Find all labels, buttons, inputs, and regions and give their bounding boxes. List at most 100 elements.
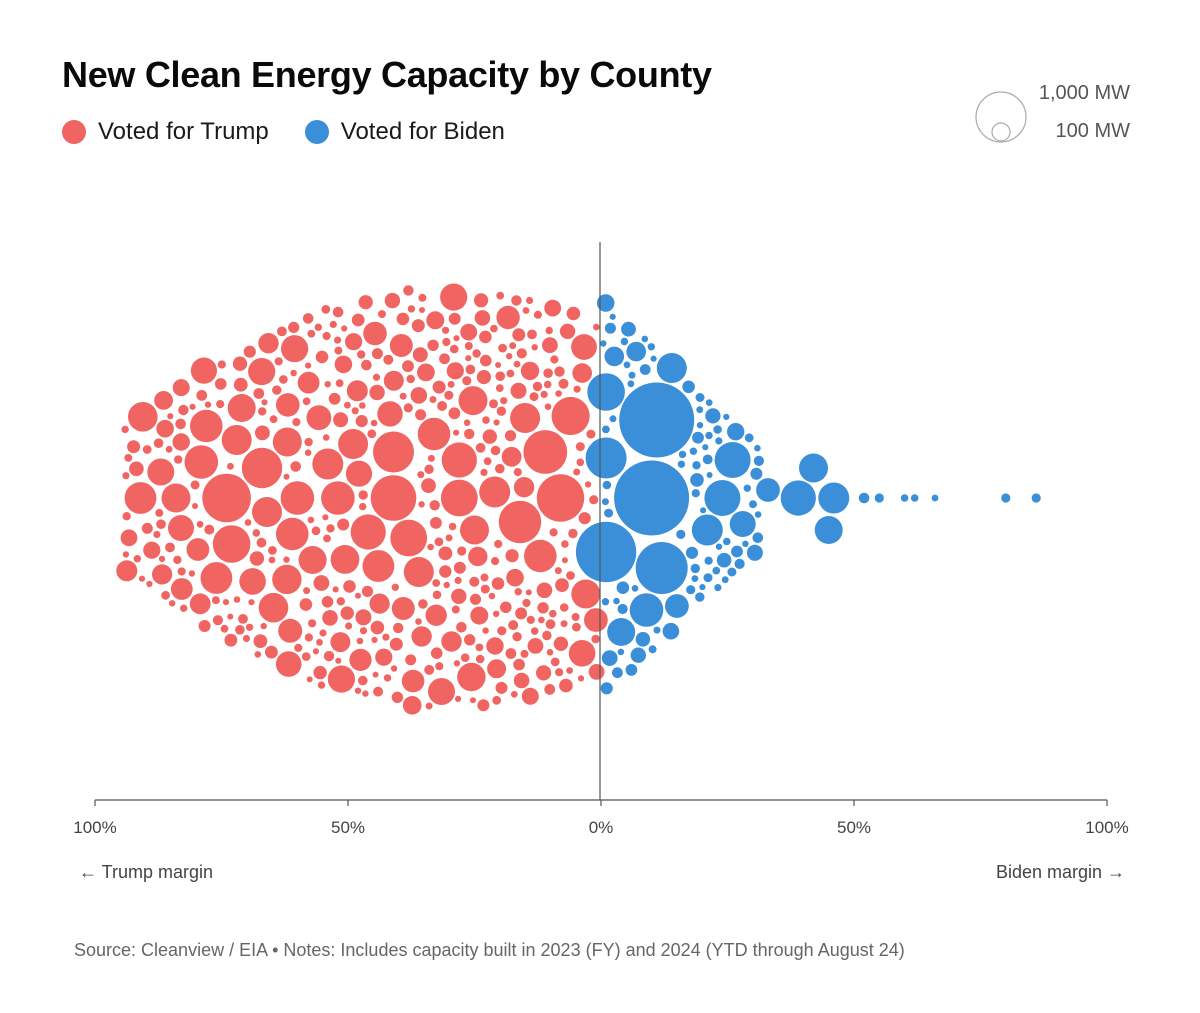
trump-county-bubble [335,657,342,664]
trump-county-bubble [367,429,377,439]
trump-county-bubble [527,638,544,654]
trump-county-bubble [508,620,519,631]
biden-county-bubble [702,444,709,451]
trump-county-bubble [549,528,558,537]
trump-county-bubble [258,333,279,354]
trump-county-bubble [513,477,535,498]
trump-county-bubble [465,364,476,375]
trump-county-bubble [272,427,302,457]
biden-county-bubble [616,581,630,594]
trump-county-bubble [494,539,503,549]
trump-county-bubble [349,648,372,672]
trump-county-bubble [496,291,505,300]
biden-county-bubble [686,585,696,595]
trump-county-bubble [315,350,329,364]
trump-county-bubble [488,592,496,600]
size-key-circles [975,91,1027,143]
trump-county-bubble [324,381,331,388]
trump-county-bubble [497,626,507,636]
trump-county-bubble [429,500,440,511]
trump-county-bubble [316,638,323,646]
trump-county-bubble [142,445,152,454]
trump-county-bubble [371,636,378,644]
trump-county-bubble [446,362,464,380]
trump-county-bubble [496,305,520,330]
trump-county-bubble [490,324,498,333]
trump-county-bubble [538,616,545,624]
trump-county-bubble [245,623,254,631]
trump-county-bubble [432,579,441,587]
trump-county-bubble [529,392,539,402]
biden-county-bubble [750,467,763,480]
trump-county-bubble [304,437,313,447]
trump-county-bubble [437,401,448,411]
trump-county-bubble [479,330,492,344]
trump-county-bubble [233,377,248,392]
trump-county-bubble [372,373,381,381]
trump-county-bubble [211,596,220,605]
trump-county-bubble [469,593,482,605]
trump-county-bubble [327,665,355,693]
trump-county-bubble [464,342,473,350]
trump-county-bubble [476,370,491,385]
trump-county-bubble [198,620,211,632]
biden-county-bubble [601,650,618,666]
trump-county-bubble [350,514,386,550]
trump-county-bubble [189,593,211,615]
trump-county-bubble [531,344,538,351]
biden-county-bubble [626,341,646,362]
trump-county-bubble [378,310,386,319]
x-tick-label: 100% [73,818,116,837]
trump-county-bubble [275,651,302,677]
trump-county-bubble [249,551,265,566]
trump-county-bubble [575,442,585,452]
trump-county-bubble [593,323,600,331]
trump-county-bubble [314,323,322,331]
trump-county-bubble [551,396,590,436]
trump-county-bubble [513,360,521,368]
trump-county-bubble [156,419,174,438]
biden-county-bubble [692,431,704,444]
trump-county-bubble [375,648,393,666]
trump-county-bubble [346,380,368,402]
trump-county-bubble [555,390,562,397]
trump-county-bubble [588,664,605,680]
trump-county-bubble [272,385,282,395]
x-axis-ticks: 100% 50% 0% 50% 100% [73,800,1129,837]
trump-county-bubble [371,348,383,360]
biden-county-bubble [653,626,661,634]
trump-county-bubble [170,578,193,600]
trump-county-bubble [278,618,303,643]
trump-county-bubble [457,546,467,556]
trump-county-bubble [506,369,515,378]
trump-county-bubble [173,555,182,565]
biden-county-bubble [617,648,625,656]
trump-county-bubble [500,397,508,405]
trump-county-bubble [304,633,313,642]
trump-county-bubble [330,545,360,574]
trump-county-bubble [453,429,460,436]
trump-county-bubble [584,481,592,488]
size-key-small-circle [991,122,1011,142]
trump-county-bubble [451,605,460,614]
trump-county-bubble [370,419,378,427]
trump-county-bubble [153,438,164,449]
trump-county-bubble [470,606,489,625]
trump-county-bubble [328,392,341,405]
trump-county-bubble [455,695,462,703]
trump-county-bubble [184,445,219,479]
biden-county-bubble [799,453,828,483]
x-tick-label: 50% [837,818,871,837]
biden-county-bubble [706,472,713,478]
trump-county-bubble [235,625,245,635]
trump-county-bubble [283,473,290,480]
trump-county-bubble [175,418,186,430]
legend-item-biden: Voted for Biden [304,118,505,146]
biden-county-bubble [600,340,607,347]
trump-county-bubble [321,305,331,314]
trump-county-bubble [505,549,519,563]
biden-county-bubble [749,500,757,509]
trump-county-bubble [468,546,488,567]
trump-county-bubble [359,502,367,511]
trump-county-bubble [546,649,554,656]
